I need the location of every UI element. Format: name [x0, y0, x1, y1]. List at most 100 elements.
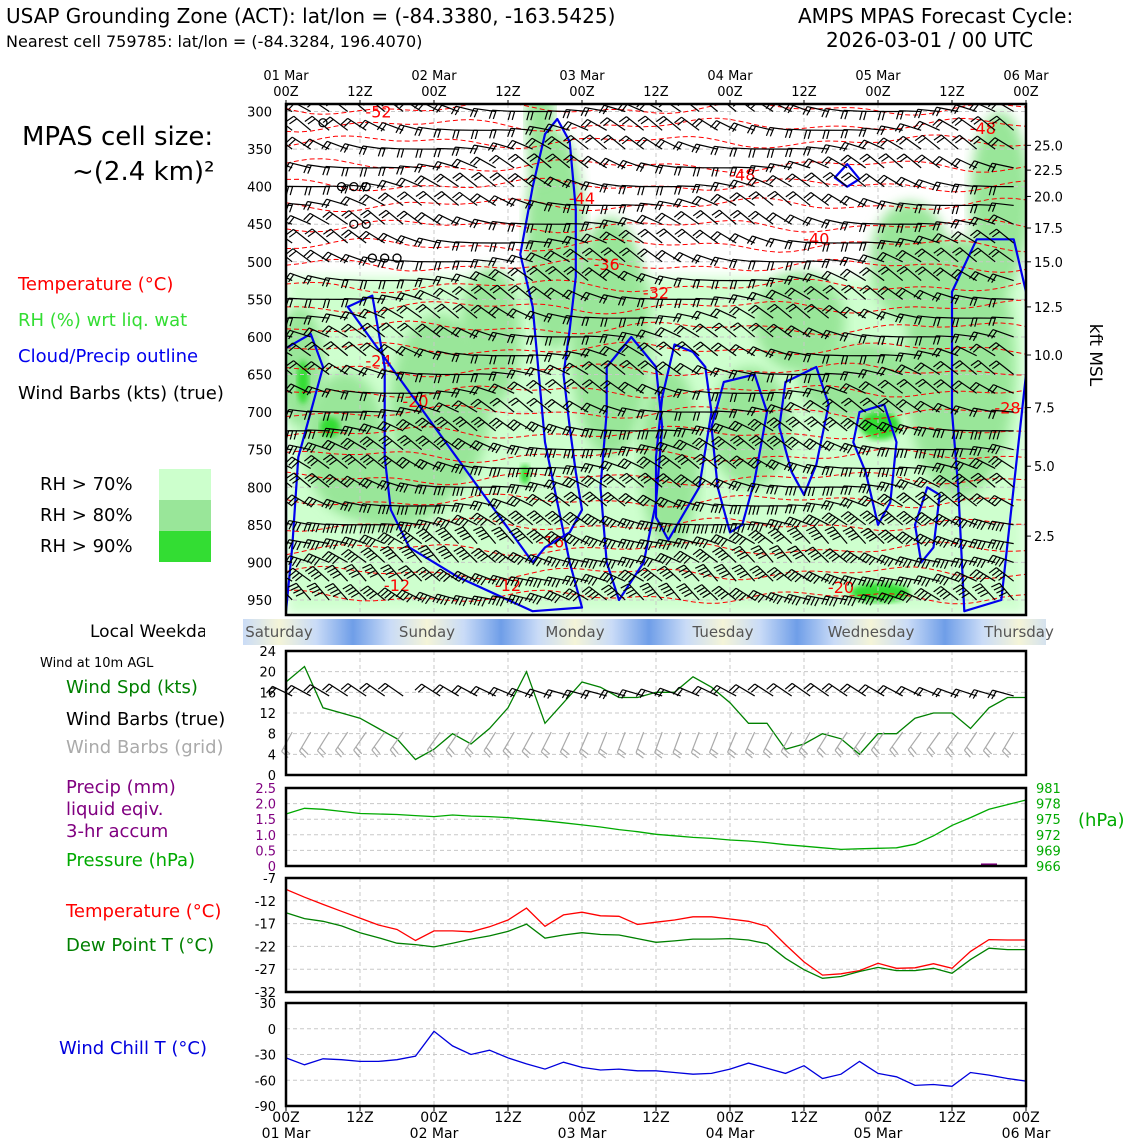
upper-wind-barb-flag [584, 235, 591, 243]
upper-wind-barb-flag [585, 493, 594, 501]
upper-wind-barb-flag [917, 122, 924, 131]
upper-wind-barb-flag [344, 184, 349, 194]
surface-barb-true-flag [654, 687, 661, 696]
upper-wind-barb-flag [548, 467, 553, 477]
upper-wind-barb-flag [580, 119, 588, 127]
upper-wind-barb-flag [636, 456, 644, 464]
upper-wind-barb-flag [618, 229, 627, 237]
cloud-precip-outline [950, 238, 1026, 613]
upper-wind-barb-flag [773, 521, 779, 530]
upper-wind-barb-flag [767, 190, 776, 197]
upper-wind-barb-flag [325, 314, 331, 324]
upper-wind-barb-flag [821, 466, 826, 476]
upper-wind-barb-flag [711, 280, 715, 290]
upper-wind-barb-flag [477, 502, 483, 512]
upper-wind-barb-flag [732, 308, 740, 316]
upper-wind-barb-flag [401, 548, 411, 554]
upper-wind-barb-flag [950, 183, 956, 193]
upper-wind-barb-flag [950, 516, 957, 525]
upper-wind-barb-flag [460, 487, 464, 497]
upper-wind-barb-flag [565, 427, 572, 436]
upper-wind-barb-flag [268, 205, 271, 214]
upper-wind-barb-flag [714, 212, 723, 219]
upper-wind-barb-flag [438, 529, 447, 536]
upper-wind-barb-flag [492, 174, 501, 181]
upper-wind-barb-flag [942, 519, 950, 527]
upper-wind-barb-flag [858, 223, 863, 233]
upper-wind-barb-flag [469, 385, 476, 395]
bottom-hour-label: 12Z [494, 1110, 521, 1126]
upper-wind-barb-flag [765, 175, 774, 183]
upper-wind-barb-flag [692, 341, 701, 348]
upper-wind-barb-flag [647, 591, 656, 597]
pressure-tick-label: 850 [247, 519, 272, 534]
upper-wind-barb-flag [432, 350, 438, 360]
upper-wind-barb-flag [655, 411, 660, 421]
upper-wind-barb-flag [461, 519, 469, 528]
upper-wind-barb-flag [358, 145, 364, 155]
upper-wind-barb-flag [544, 492, 553, 499]
upper-wind-barb-flag [424, 596, 432, 605]
upper-wind-barb-flag [306, 276, 313, 285]
upper-wind-barb-flag [825, 400, 834, 408]
upper-wind-barb-flag [399, 408, 405, 417]
surface-barb-grid-flag [485, 747, 493, 755]
upper-wind-barb-flag [547, 252, 555, 260]
upper-wind-barb-flag [601, 584, 610, 591]
upper-wind-barb-flag [692, 524, 697, 534]
upper-wind-barb-flag [936, 317, 941, 327]
upper-wind-barb-flag [784, 128, 789, 138]
upper-wind-barb-flag [584, 269, 593, 277]
upper-wind-barb-flag [713, 195, 722, 204]
upper-wind-barb-flag [860, 527, 869, 534]
upper-wind-barb-flag [400, 260, 405, 270]
upper-wind-barb-flag [829, 532, 839, 538]
upper-wind-barb-flag [950, 219, 956, 228]
upper-wind-barb-flag [859, 510, 868, 517]
upper-wind-barb-flag [795, 535, 804, 541]
upper-wind-barb-flag [654, 386, 661, 395]
upper-wind-barb-flag [380, 422, 388, 431]
upper-wind-barb-flag [469, 144, 475, 154]
upper-wind-barb-flag [404, 551, 413, 557]
upper-wind-barb-flag [917, 291, 924, 300]
upper-wind-barb-flag [473, 307, 482, 314]
upper-wind-barb-flag [691, 425, 697, 435]
upper-wind-barb-flag [544, 467, 549, 477]
upper-wind-barb-flag [324, 564, 333, 571]
upper-wind-barb-flag [303, 212, 311, 221]
upper-wind-barb-flag [880, 495, 888, 503]
height-tick-label: 7.5 [1034, 402, 1055, 417]
upper-wind-barb-flag [603, 362, 612, 369]
upper-wind-barb-flag [865, 499, 873, 507]
upper-wind-barb-flag [868, 536, 878, 542]
surface-barb-true-flag [543, 689, 550, 698]
upper-wind-barb-flag [865, 423, 873, 431]
upper-wind-barb-flag [267, 539, 271, 547]
upper-wind-barb-flag [269, 584, 277, 588]
upper-wind-barb-flag [770, 505, 775, 515]
upper-wind-barb-flag [414, 163, 420, 173]
upper-wind-barb-flag [931, 348, 938, 357]
upper-wind-barb-flag [741, 524, 746, 533]
upper-wind-barb-flag [896, 223, 900, 233]
upper-wind-barb-flag [883, 595, 890, 604]
pressure-tick-label: 550 [247, 293, 272, 308]
upper-wind-barb-flag [658, 554, 665, 563]
upper-wind-barb-flag [526, 153, 535, 160]
upper-wind-barb-flag [915, 491, 924, 498]
surface-barb-true-flag [931, 687, 939, 696]
upper-wind-barb-flag [580, 574, 587, 583]
upper-wind-barb-flag [825, 596, 830, 606]
windchill-line [285, 1030, 1027, 1087]
upper-wind-barb-flag [788, 486, 793, 496]
upper-wind-barb-flag [931, 292, 938, 301]
upper-wind-barb [295, 104, 311, 113]
upper-wind-barb-flag [973, 446, 978, 456]
upper-wind-barb-flag [459, 532, 469, 538]
surface-barb-grid-flag [335, 750, 342, 758]
surface-barb-true-flag [935, 689, 942, 698]
upper-wind-barb-flag [377, 294, 383, 304]
upper-wind-barb-flag [710, 256, 716, 266]
upper-wind-barb-flag [755, 551, 765, 557]
